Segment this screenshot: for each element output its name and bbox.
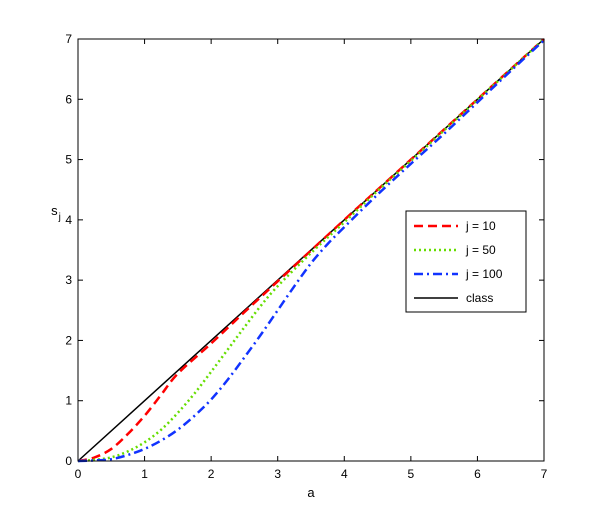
- y-axis-label-main: s: [51, 203, 58, 218]
- y-tick-label: 2: [65, 333, 72, 347]
- x-tick-label: 6: [474, 467, 481, 481]
- legend-label-2: j = 100: [465, 267, 503, 281]
- y-tick-label: 1: [65, 394, 72, 408]
- legend-label-3: class: [466, 291, 493, 305]
- axes: [77, 38, 545, 462]
- legend-box: [405, 210, 527, 313]
- x-tick-label: 4: [341, 467, 348, 481]
- legend: j = 10 j = 50 j = 100 class: [405, 210, 527, 313]
- x-tick-label: 5: [408, 467, 415, 481]
- x-tick-label: 7: [541, 467, 548, 481]
- series-line-1: [77, 38, 545, 463]
- x-tick-label: 3: [274, 467, 281, 481]
- y-axis-label-subscript: j: [58, 212, 61, 223]
- x-axis-label: a: [307, 485, 315, 500]
- ticks: 0 1 2 3 4 5 6 7 0 1 2 3 4 5 6 7: [65, 32, 547, 481]
- x-tick-label: 1: [141, 467, 148, 481]
- y-tick-label: 3: [65, 273, 72, 287]
- y-tick-label: 4: [65, 213, 72, 227]
- x-tick-label: 0: [75, 467, 82, 481]
- series-layer: [77, 38, 545, 463]
- y-tick-label: 6: [65, 92, 72, 106]
- plot-frame: [77, 38, 545, 462]
- y-axis-label: sj: [51, 203, 61, 223]
- y-tick-label: 5: [65, 153, 72, 167]
- y-tick-label: 0: [65, 454, 72, 468]
- y-tick-label: 7: [65, 32, 72, 46]
- series-line-3: [77, 38, 545, 462]
- x-tick-label: 2: [208, 467, 215, 481]
- legend-label-0: j = 10: [465, 219, 496, 233]
- series-line-2: [77, 39, 545, 463]
- legend-label-1: j = 50: [465, 243, 496, 257]
